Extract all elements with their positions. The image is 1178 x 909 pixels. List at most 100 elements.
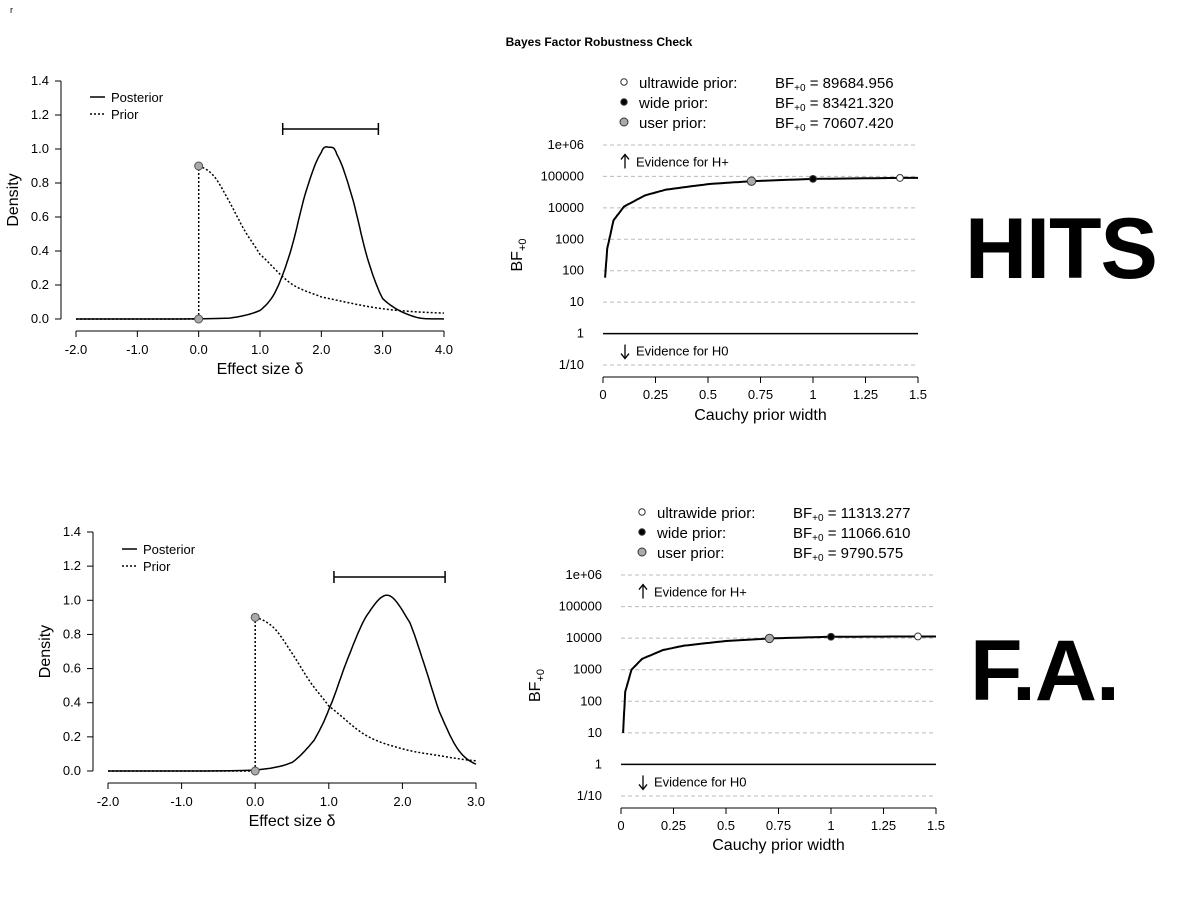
bf-y-tick-label: 10000 [548,200,584,215]
bf-y-tick-label: 10 [570,294,584,309]
density-x-tick-label: 2.0 [312,342,330,357]
bf-y-tick-label: 100 [580,693,602,708]
bf-y-tick-label: 1000 [555,231,584,246]
density-x-tick-label: 3.0 [374,342,392,357]
legend-prior-label: Prior [111,107,139,122]
arrow-up-head [638,583,648,590]
legend-user-marker [619,117,629,127]
density-x-tick-label: -2.0 [97,794,119,809]
bf-y-tick-label: 1000 [573,662,602,677]
legend-ultrawide-marker [620,78,628,86]
bf-y-tick-label: 1e+06 [565,567,602,582]
density-x-tick-label: 0.0 [246,794,264,809]
legend-posterior-label: Posterior [143,542,196,557]
bf-y-tick-label: 1e+06 [547,137,584,152]
bf-point-user-prior [746,176,757,186]
density-point [250,766,260,776]
hits-label: HITS [965,201,1158,297]
density-y-tick-label: 1.0 [31,141,49,156]
bf-y-axis-title: BF+0 [527,669,547,702]
bf-x-axis-title: Cauchy prior width [694,407,827,424]
bf-point-user-prior [764,633,775,644]
arrow-up-head [620,153,630,160]
density-x-axis-title: Effect size δ [217,361,304,378]
bf-robustness-curve [622,635,936,733]
density-y-tick-label: 0.8 [63,626,81,641]
density-x-tick-label: 1.0 [251,342,269,357]
bf-x-tick-label: 0.5 [717,818,735,833]
bf-point-wide-prior [827,632,835,641]
bf-x-tick-label: 0.75 [766,818,791,833]
legend-wide-marker [638,528,646,536]
density-y-axis-title: Density [37,625,54,678]
density-y-tick-label: 0.2 [31,277,49,292]
bf-x-tick-label: 1.25 [853,387,878,402]
legend-wide-bf: BF+0 = 11066.610 [793,525,910,544]
prior-curve [198,165,445,314]
density-y-tick-label: 1.4 [31,73,49,88]
arrow-down-head [638,784,648,791]
evidence-h-plus-label: Evidence for H+ [654,585,747,600]
legend-ultrawide-label: ultrawide prior: [639,75,737,92]
legend-wide-marker [620,98,628,106]
legend-user-label: user prior: [639,115,707,132]
bf-y-tick-label: 10 [588,725,602,740]
bf-x-tick-label: 0.5 [699,387,717,402]
bf-y-axis-title: BF+0 [509,239,529,272]
density-x-tick-label: 2.0 [393,794,411,809]
legend-ultrawide-marker [638,508,646,516]
bf-x-tick-label: 0 [599,387,606,402]
density-y-tick-label: 0.4 [63,695,81,710]
bf-x-tick-label: 0.25 [661,818,686,833]
posterior-curve [76,146,445,320]
density-x-tick-label: -1.0 [170,794,192,809]
density-y-tick-label: 0.2 [63,729,81,744]
density-point [250,612,260,622]
legend-ultrawide-bf: BF+0 = 11313.277 [793,505,910,524]
legend-wide-label: wide prior: [656,525,726,542]
bf-x-tick-label: 1 [827,818,834,833]
density-y-tick-label: 1.4 [63,524,81,539]
evidence-h0-label: Evidence for H0 [654,774,747,789]
legend-wide-label: wide prior: [638,95,708,112]
density-y-tick-label: 0.4 [31,243,49,258]
prior-curve [255,616,477,762]
evidence-h0-label: Evidence for H0 [636,344,729,359]
legend-user-bf: BF+0 = 9790.575 [793,545,903,564]
figure-title: Bayes Factor Robustness Check [506,35,693,49]
bf-y-tick-label: 1/10 [559,357,584,372]
density-x-tick-label: -1.0 [126,342,148,357]
bf-x-tick-label: 0.75 [748,387,773,402]
legend-ultrawide-bf: BF+0 = 89684.956 [775,75,894,94]
legend-user-label: user prior: [657,545,725,562]
density-y-tick-label: 0.6 [63,661,81,676]
legend-prior-label: Prior [143,559,171,574]
density-x-tick-label: 0.0 [190,342,208,357]
bf-x-axis-title: Cauchy prior width [712,837,845,854]
density-point [194,161,204,171]
density-y-tick-label: 0.0 [63,763,81,778]
density-y-axis-title: Density [5,173,22,226]
legend-user-marker [637,547,647,557]
legend-wide-bf: BF+0 = 83421.320 [775,95,894,114]
density-y-tick-label: 0.8 [31,175,49,190]
density-y-tick-label: 0.6 [31,209,49,224]
posterior-curve [108,594,477,772]
bf-y-tick-label: 100000 [559,599,602,614]
bf-x-tick-label: 0 [617,818,624,833]
bf-x-tick-label: 1.5 [909,387,927,402]
density-x-tick-label: 3.0 [467,794,485,809]
density-x-tick-label: -2.0 [65,342,87,357]
arrow-down-head [620,353,630,360]
density-y-tick-label: 1.0 [63,592,81,607]
bf-x-tick-label: 1.5 [927,818,945,833]
bf-x-tick-label: 0.25 [643,387,668,402]
density-y-tick-label: 0.0 [31,311,49,326]
bf-point-wide-prior [809,175,817,183]
fa-label: F.A. [970,623,1120,719]
bf-y-tick-label: 1 [595,756,602,771]
legend-user-bf: BF+0 = 70607.420 [775,115,894,134]
bf-y-tick-label: 10000 [566,630,602,645]
bf-y-tick-label: 100000 [541,168,584,183]
density-x-axis-title: Effect size δ [249,813,336,830]
